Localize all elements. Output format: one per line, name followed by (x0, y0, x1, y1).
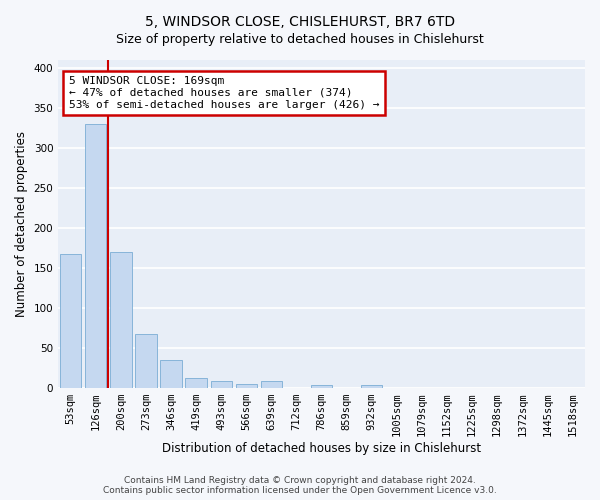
Text: Size of property relative to detached houses in Chislehurst: Size of property relative to detached ho… (116, 32, 484, 46)
Bar (85, 124, 106, 388)
Bar (261, 380, 282, 388)
Bar (60, 254, 82, 388)
Bar (110, 252, 131, 388)
Y-axis label: Number of detached properties: Number of detached properties (15, 131, 28, 317)
Bar (136, 334, 157, 388)
Text: 5, WINDSOR CLOSE, CHISLEHURST, BR7 6TD: 5, WINDSOR CLOSE, CHISLEHURST, BR7 6TD (145, 15, 455, 29)
Bar (236, 384, 257, 388)
Bar (311, 386, 332, 388)
Bar (361, 384, 382, 388)
Bar (160, 360, 182, 388)
Text: Contains HM Land Registry data © Crown copyright and database right 2024.
Contai: Contains HM Land Registry data © Crown c… (103, 476, 497, 495)
Text: 5 WINDSOR CLOSE: 169sqm
← 47% of detached houses are smaller (374)
53% of semi-d: 5 WINDSOR CLOSE: 169sqm ← 47% of detache… (69, 76, 379, 110)
X-axis label: Distribution of detached houses by size in Chislehurst: Distribution of detached houses by size … (162, 442, 481, 455)
Bar (211, 380, 232, 388)
Bar (185, 378, 207, 388)
